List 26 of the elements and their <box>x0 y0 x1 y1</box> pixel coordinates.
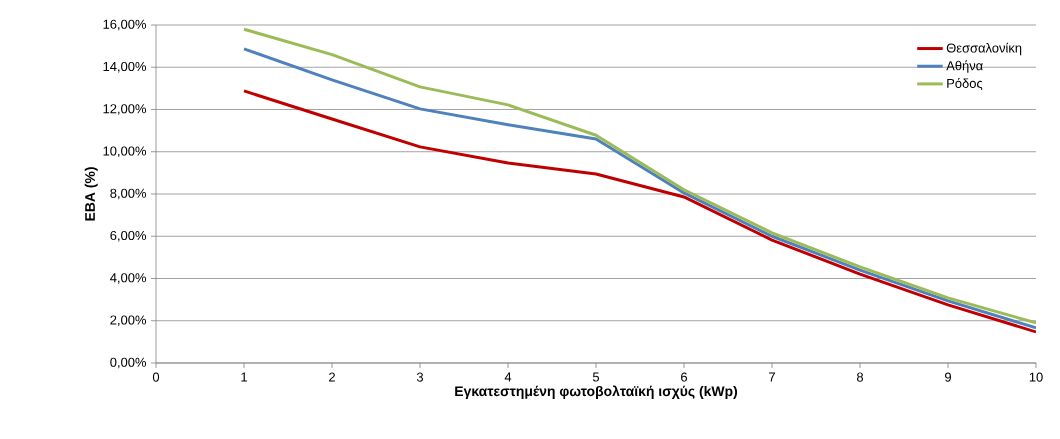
y-tick-label: 0,00% <box>110 357 147 369</box>
y-tick-label: 2,00% <box>110 315 147 327</box>
y-tick-label: 14,00% <box>103 61 147 73</box>
x-tick-label: 6 <box>681 372 688 382</box>
x-axis-title: Εγκατεστημένη φωτοβολταϊκή ισχύς (kWp) <box>455 385 738 399</box>
y-tick-label: 8,00% <box>110 188 147 200</box>
x-tick-label: 2 <box>329 372 335 382</box>
legend-label: Ρόδος <box>947 78 983 91</box>
y-axis-title: ΕΒΑ (%) <box>84 167 98 221</box>
x-tick-label: 1 <box>241 372 247 382</box>
x-tick-label: 4 <box>504 372 512 382</box>
y-tick-label: 10,00% <box>103 146 147 158</box>
y-tick-label: 12,00% <box>103 104 147 115</box>
x-tick-label: 8 <box>856 372 864 382</box>
x-tick-label: 5 <box>592 372 600 382</box>
x-tick-label: 7 <box>769 372 775 382</box>
x-tick-label: 0 <box>152 372 160 382</box>
legend-label: Αθήνα <box>946 60 983 73</box>
x-tick-label: 10 <box>1029 372 1043 382</box>
x-tick-label: 3 <box>416 372 424 382</box>
y-tick-label: 16,00% <box>103 19 147 31</box>
y-tick-label: 4,00% <box>110 273 147 284</box>
line-series <box>242 89 1037 334</box>
x-tick-label: 9 <box>945 372 951 382</box>
y-tick-label: 6,00% <box>110 230 147 242</box>
legend-label: Θεσσαλονίκη <box>946 42 1022 56</box>
